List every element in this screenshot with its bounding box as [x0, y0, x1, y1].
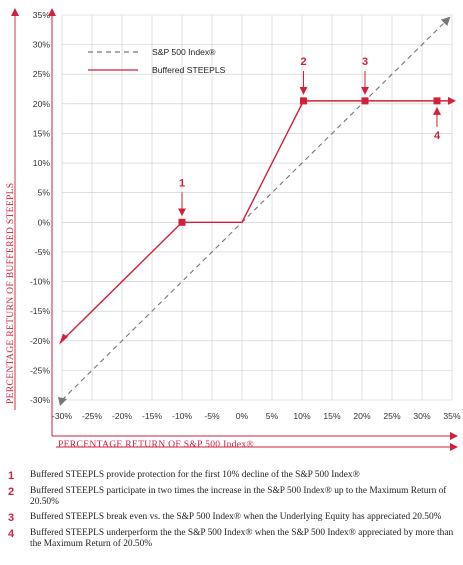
x-tick-label: -25% [82, 411, 102, 421]
legend: S&P 500 Index® Buffered STEEPLS [88, 47, 226, 75]
series-layer [58, 16, 456, 406]
axes [11, 8, 458, 451]
footnote-text: Buffered STEEPLS participate in two time… [30, 486, 447, 507]
footnote-number: 2 [8, 486, 15, 498]
x-tick-label: 10% [293, 411, 311, 421]
x-tick-label: -10% [172, 411, 192, 421]
tick-labels: -30% -25% -20% -15% -10% -5% 0% 5% 10% 15% 20% 25% 3… [30, 10, 461, 421]
footnote-text: Buffered STEEPLS break even vs. the S&P … [30, 512, 442, 522]
y-tick-label: -10% [30, 277, 50, 287]
y-tick-label: -15% [30, 306, 50, 316]
x-tick-label: -15% [142, 411, 162, 421]
x-tick-label: -5% [204, 411, 220, 421]
x-tick-label: 25% [383, 411, 401, 421]
y-tick-label: 35% [33, 10, 51, 20]
y-tick-label: 25% [33, 69, 51, 79]
gridlines [61, 14, 453, 401]
x-tick-label: 35% [443, 411, 461, 421]
series-start-arrow-steepls [59, 333, 68, 345]
footnote-item: 3 Buffered STEEPLS break even vs. the S&P… [8, 512, 458, 524]
footnote-item: 1 Buffered STEEPLS provide protection for… [8, 470, 458, 482]
annotation-label: 3 [362, 56, 368, 68]
series-line-steepls [61, 100, 437, 342]
x-axis-title: PERCENTAGE RETURN OF S&P 500 Index® [58, 439, 254, 450]
y-tick-label: -5% [35, 247, 51, 257]
y-tick-label: 10% [33, 158, 51, 168]
annotation-label: 4 [434, 130, 441, 142]
y-axis-title: PERCENTAGE RETURN OF BUFFERED STEEPLS [5, 183, 16, 404]
y-tick-label: -30% [30, 395, 50, 405]
series-start-arrow-sp500 [58, 397, 67, 406]
x-tick-label: 20% [353, 411, 371, 421]
footnote-item: 4 Buffered STEEPLS underperform the the S… [8, 528, 458, 550]
x-tick-label: -30% [52, 411, 72, 421]
x-tick-label: 0% [236, 411, 249, 421]
footnote-number: 4 [8, 528, 15, 540]
data-marker [361, 97, 369, 105]
data-marker [300, 97, 307, 105]
y-tick-label: 0% [38, 217, 51, 227]
y-tick-label: 5% [38, 188, 51, 198]
data-marker [178, 218, 186, 226]
data-marker [433, 97, 441, 105]
footnote-number: 3 [8, 512, 15, 524]
footnote-text: Buffered STEEPLS provide protection for … [30, 470, 360, 480]
y-tick-label: -20% [30, 336, 50, 346]
annotation-label: 1 [179, 177, 185, 189]
series-line-sp500 [61, 16, 451, 401]
y-tick-label: 30% [33, 40, 51, 50]
legend-label-sp500: S&P 500 Index® [152, 47, 216, 57]
footnotes: 1 Buffered STEEPLS provide protection for… [8, 470, 458, 554]
legend-label-steepls: Buffered STEEPLS [152, 65, 226, 75]
y-tick-label: -25% [30, 365, 50, 375]
footnote-item: 2 Buffered STEEPLS participate in two tim… [8, 486, 458, 508]
x-tick-label: -20% [112, 411, 132, 421]
footnote-text: Buffered STEEPLS underperform the the S&… [30, 528, 454, 549]
annotation-label: 2 [300, 56, 306, 68]
x-tick-label: 5% [266, 411, 279, 421]
annotations-layer: 1 2 3 4 [178, 56, 441, 217]
y-tick-label: 15% [33, 128, 51, 138]
y-tick-label: 20% [33, 99, 51, 109]
x-tick-label: 15% [323, 411, 341, 421]
x-tick-label: 30% [413, 411, 431, 421]
footnote-number: 1 [8, 470, 15, 482]
